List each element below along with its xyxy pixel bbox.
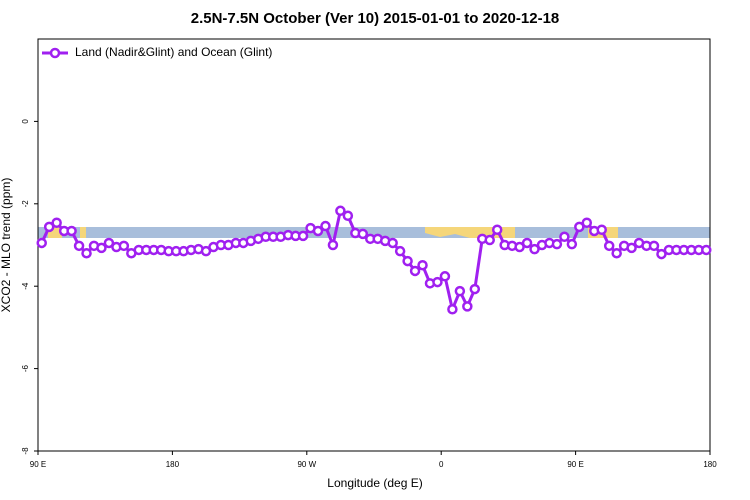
data-point xyxy=(611,247,622,259)
data-point xyxy=(701,244,712,256)
x-tick-label: 90 E xyxy=(30,460,46,469)
y-tick-label: -4 xyxy=(21,282,30,290)
data-point xyxy=(342,210,354,221)
data-point xyxy=(320,220,331,232)
data-point xyxy=(327,239,339,251)
data-point xyxy=(357,228,369,240)
data-point xyxy=(66,225,77,237)
y-axis-label: XCO2 - MLO trend (ppm) xyxy=(0,178,13,313)
legend: Land (Nadir&Glint) and Ocean (Glint) xyxy=(42,45,272,59)
data-point xyxy=(432,276,443,288)
data-point xyxy=(297,230,309,242)
x-tick-label: 90 E xyxy=(567,460,583,469)
data-point xyxy=(200,245,212,257)
data-point xyxy=(469,283,481,295)
data-point xyxy=(648,240,660,252)
data-point xyxy=(118,240,130,252)
data-point xyxy=(656,248,667,260)
data-point xyxy=(529,243,540,255)
data-point xyxy=(462,301,473,312)
chart-title: 2.5N-7.5N October (Ver 10) 2015-01-01 to… xyxy=(191,10,560,27)
legend-marker xyxy=(49,47,61,59)
data-point xyxy=(521,237,533,249)
data-point xyxy=(559,231,570,243)
data-point xyxy=(603,240,615,252)
data-point xyxy=(394,245,406,257)
data-point xyxy=(409,265,421,277)
data-point xyxy=(103,237,115,249)
data-point xyxy=(402,255,413,267)
data-point xyxy=(335,205,346,217)
data-point xyxy=(596,224,607,236)
data-point xyxy=(454,285,466,297)
data-point xyxy=(81,247,92,259)
data-point xyxy=(36,237,47,249)
data-point xyxy=(439,271,451,282)
data-point xyxy=(514,241,525,253)
data-point xyxy=(581,217,593,229)
data-point xyxy=(73,240,85,252)
y-tick-label: -2 xyxy=(21,200,30,208)
legend-label: Land (Nadir&Glint) and Ocean (Glint) xyxy=(75,45,272,59)
data-point xyxy=(312,225,324,237)
data-point xyxy=(484,234,495,246)
data-point xyxy=(96,242,107,254)
series-line xyxy=(40,208,707,315)
x-axis-label: Longitude (deg E) xyxy=(327,476,422,490)
x-tick-label: 90 W xyxy=(297,460,316,469)
data-point xyxy=(491,224,503,236)
data-point xyxy=(626,242,637,254)
x-tick-label: 180 xyxy=(703,460,717,469)
y-tick-label: -8 xyxy=(21,447,30,455)
data-point xyxy=(43,221,55,233)
data-point xyxy=(574,221,585,233)
y-tick-label: 0 xyxy=(21,119,30,124)
x-tick-label: 180 xyxy=(166,460,180,469)
data-point xyxy=(566,238,578,250)
y-tick-label: -6 xyxy=(21,364,30,372)
data-point xyxy=(387,237,398,249)
data-point xyxy=(51,217,62,229)
x-tick-label: 0 xyxy=(439,460,444,469)
data-point xyxy=(551,238,563,250)
data-point xyxy=(417,259,428,271)
data-point xyxy=(447,304,458,315)
